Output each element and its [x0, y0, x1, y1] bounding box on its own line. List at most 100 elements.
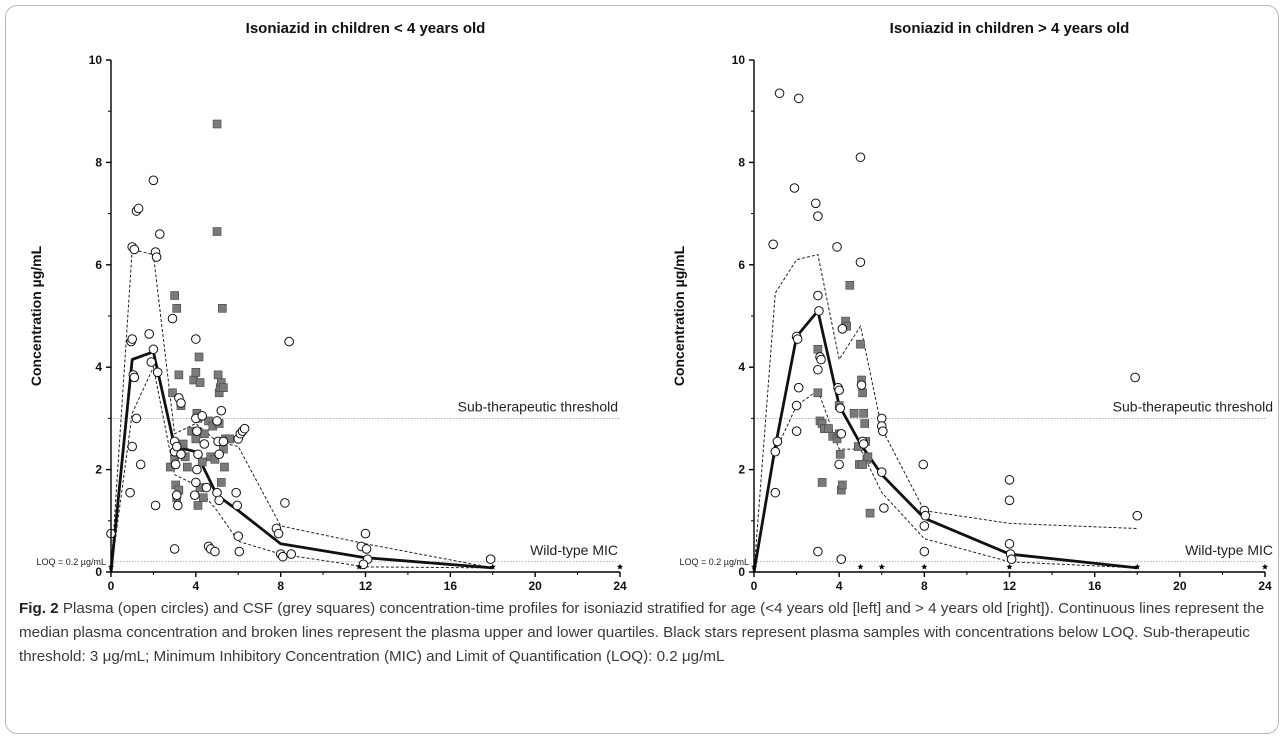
upper-quartile-line [753, 253, 1138, 573]
plasma-circle [856, 380, 867, 390]
y-tick-label: 8 [95, 155, 102, 169]
plasma-circle [1004, 475, 1015, 485]
csf-square [172, 304, 182, 313]
plasma-circle [151, 252, 162, 262]
plasma-circle [813, 211, 823, 221]
plasma-circle [1004, 539, 1015, 549]
below-loq-star [878, 563, 885, 570]
csf-square [191, 368, 201, 377]
csf-square [174, 370, 184, 380]
plasma-circle [284, 336, 294, 347]
y-tick-label: 10 [732, 53, 746, 67]
plasma-circle [218, 436, 229, 447]
x-tick-label: 12 [359, 579, 373, 593]
upper-quartile-line [110, 248, 493, 573]
plasma-circle [789, 183, 800, 193]
x-tick-label: 12 [1003, 579, 1017, 593]
plasma-circle [791, 400, 802, 411]
y-tick-label: 2 [738, 463, 745, 477]
plasma-circle [148, 344, 159, 355]
figure-label: Fig. 2 [19, 600, 59, 617]
median-line [752, 309, 1138, 573]
plasma-circle [131, 413, 142, 424]
csf-square [170, 291, 179, 300]
chart-left: Isoniazid in children < 4 years old Sub-t… [28, 20, 627, 595]
plasma-circle [234, 546, 245, 557]
plasma-circle [810, 198, 821, 209]
plasma-circle [855, 152, 866, 163]
chart-right: Isoniazid in children > 4 years old Sub-t… [671, 20, 1273, 595]
x-tick-label: 0 [751, 579, 758, 593]
x-tick-label: 16 [1088, 579, 1102, 593]
plasma-circle [920, 510, 931, 521]
plasma-circle [813, 364, 823, 375]
plasma-circle [814, 306, 824, 316]
csf-square [824, 424, 833, 433]
plasma-circle [176, 398, 186, 408]
plasma-circle [770, 446, 781, 457]
x-axis-label: Time after dose (Hour) [935, 593, 1084, 595]
plasma-circle [878, 426, 888, 437]
below-loq-star [489, 563, 496, 570]
plasma-circle [189, 490, 200, 501]
plasma-circle [133, 203, 144, 214]
x-tick-label: 16 [444, 579, 458, 593]
plasma-circle [127, 334, 138, 344]
lower-quartile-line [753, 389, 1138, 573]
reference-line-label: Sub-therapeutic threshold [458, 398, 618, 414]
plasma-circle [214, 449, 224, 460]
y-tick-label: 0 [738, 565, 745, 579]
y-tick-label: 10 [89, 53, 103, 67]
plasma-circle [876, 467, 887, 477]
y-tick-label: 8 [738, 155, 745, 169]
csf-square [863, 452, 873, 462]
plasma-circle [171, 441, 182, 452]
plasma-circle [816, 354, 826, 365]
plasma-circle [129, 372, 140, 383]
plasma-circle [277, 551, 288, 562]
plasma-circle [169, 544, 180, 554]
below-loq-star [1006, 563, 1013, 570]
plasma-circle [286, 549, 297, 559]
plasma-circle [154, 229, 165, 239]
figure-plots: Isoniazid in children < 4 years old Sub-t… [28, 20, 1273, 595]
csf-square [213, 370, 223, 380]
plasma-circle [193, 449, 203, 460]
csf-square [859, 408, 868, 418]
plasma-circle [485, 554, 496, 565]
below-loq-star [356, 563, 363, 570]
plasma-circle [152, 367, 163, 378]
plasma-circle [770, 487, 781, 498]
plasma-circle [199, 439, 210, 449]
csf-square [191, 434, 201, 444]
csf-square [195, 378, 205, 387]
x-tick-label: 4 [192, 579, 199, 593]
figure-caption: Fig. 2 Plasma (open circles) and CSF (gr… [19, 597, 1269, 669]
plasma-circle [813, 290, 823, 301]
csf-square [220, 462, 229, 472]
plasma-circle [212, 416, 222, 426]
plasma-circle [135, 459, 146, 470]
plasma-circle [813, 546, 823, 557]
plasma-circle [191, 334, 201, 344]
x-tick-label: 8 [277, 579, 284, 593]
plasma-circle [146, 357, 157, 367]
csf-square [858, 388, 867, 398]
plasma-circle [216, 405, 227, 416]
below-loq-star [857, 563, 864, 570]
plasma-circle [232, 500, 242, 511]
plasma-circle [280, 498, 290, 508]
y-tick-label: 6 [95, 258, 102, 272]
plasma-circle [129, 244, 140, 255]
plasma-circle [360, 528, 371, 539]
csf-square [813, 344, 823, 354]
plasma-circle [171, 490, 182, 501]
plasma-circle [210, 546, 220, 557]
plasma-circle [879, 503, 889, 513]
plasma-circle [792, 334, 803, 344]
plasma-circle [125, 487, 135, 498]
y-axis-label: Concentration µg/mL [28, 245, 44, 386]
plasma-circle [774, 88, 785, 99]
plasma-circle [148, 175, 159, 186]
below-loq-star [921, 563, 928, 570]
